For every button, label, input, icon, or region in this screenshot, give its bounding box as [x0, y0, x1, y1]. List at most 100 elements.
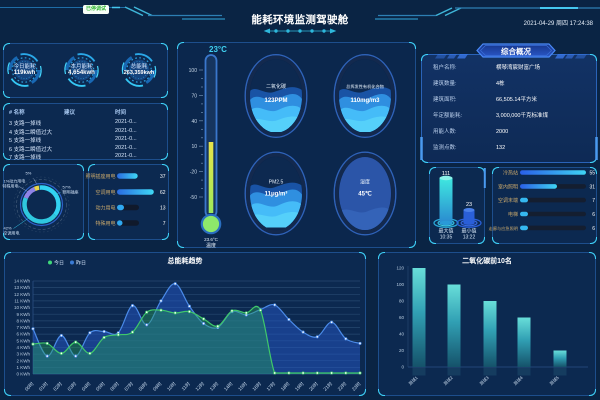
svg-text:测试3: 测试3: [478, 374, 491, 387]
svg-text:10 KWh: 10 KWh: [14, 305, 31, 310]
svg-text:租户名称:: 租户名称:: [433, 63, 457, 71]
svg-text:02时: 02时: [52, 380, 64, 392]
svg-text:10:35: 10:35: [440, 235, 453, 241]
svg-text:0: 0: [401, 365, 404, 370]
svg-text:空调末端: 空调末端: [498, 197, 518, 204]
svg-text:年定额能耗:: 年定额能耗:: [433, 111, 463, 119]
svg-text:5 KWh: 5 KWh: [16, 338, 30, 343]
svg-text:18时: 18时: [279, 380, 291, 392]
svg-text:-50: -50: [190, 195, 197, 201]
svg-text:00时: 00时: [23, 380, 35, 392]
svg-text:57%: 57%: [63, 185, 71, 190]
svg-text:13:22: 13:22: [463, 235, 476, 241]
svg-text:横琴湾宸财富广场: 横琴湾宸财富广场: [496, 63, 541, 71]
svg-text:13时: 13时: [208, 380, 220, 392]
svg-text:特殊用电: 特殊用电: [95, 220, 115, 227]
svg-text:空调用电: 空调用电: [4, 230, 20, 236]
svg-text:9 KWh: 9 KWh: [16, 312, 30, 317]
svg-text:14 KWh: 14 KWh: [14, 279, 31, 284]
svg-text:今日: 今日: [54, 260, 64, 267]
svg-text:14时: 14时: [222, 380, 234, 392]
svg-text:8 KWh: 8 KWh: [16, 319, 30, 324]
svg-text:室内照明: 室内照明: [498, 183, 518, 190]
svg-text:22时: 22时: [336, 380, 348, 392]
svg-text:40: 40: [191, 119, 197, 125]
svg-text:10: 10: [191, 144, 197, 150]
svg-text:测试1: 测试1: [407, 374, 420, 387]
svg-text:最大值: 最大值: [438, 228, 453, 235]
svg-text:建筑数量:: 建筑数量:: [433, 79, 457, 87]
svg-text:6: 6: [592, 226, 595, 232]
svg-text:照明插座: 照明插座: [63, 189, 79, 195]
svg-text:40: 40: [399, 332, 405, 337]
svg-text:45℃: 45℃: [358, 191, 372, 198]
svg-text:监测点数:: 监测点数:: [433, 143, 457, 151]
svg-text:5%: 5%: [26, 171, 32, 176]
svg-text:空调用电: 空调用电: [95, 189, 115, 196]
svg-text:08时: 08时: [137, 380, 149, 392]
svg-text:测试2: 测试2: [442, 374, 455, 387]
svg-text:111: 111: [442, 171, 450, 177]
svg-text:温度: 温度: [206, 242, 216, 249]
svg-text:10时: 10时: [165, 380, 177, 392]
svg-text:13: 13: [160, 206, 166, 212]
svg-text:1%动力用电: 1%动力用电: [4, 178, 26, 184]
svg-text:100: 100: [396, 282, 404, 287]
svg-text:冷热站: 冷热站: [503, 170, 518, 177]
svg-text:-20: -20: [190, 170, 197, 176]
svg-text:20: 20: [399, 348, 405, 353]
svg-text:55: 55: [589, 171, 595, 177]
svg-text:建筑面积:: 建筑面积:: [433, 95, 457, 103]
svg-text:62: 62: [160, 190, 166, 196]
svg-text:7 KWh: 7 KWh: [16, 325, 30, 330]
svg-text:07时: 07时: [123, 380, 135, 392]
svg-text:动力用电: 动力用电: [95, 205, 115, 212]
svg-text:100: 100: [189, 68, 198, 74]
svg-text:80: 80: [399, 299, 405, 304]
svg-text:04时: 04时: [80, 380, 92, 392]
svg-text:PM2.5: PM2.5: [269, 180, 284, 186]
svg-text:60: 60: [399, 315, 405, 320]
svg-text:二氧化碳: 二氧化碳: [266, 83, 286, 90]
svg-text:特殊用电: 特殊用电: [3, 183, 19, 189]
svg-text:11μg/m³: 11μg/m³: [265, 191, 288, 198]
svg-text:走廊与应急照明: 走廊与应急照明: [489, 225, 518, 232]
svg-text:20时: 20时: [308, 380, 320, 392]
svg-text:用能人数:: 用能人数:: [433, 127, 457, 135]
svg-text:昨日: 昨日: [76, 260, 86, 267]
svg-text:12 KWh: 12 KWh: [14, 292, 31, 297]
svg-text:23.6°C: 23.6°C: [204, 237, 219, 242]
svg-text:23时: 23时: [350, 380, 362, 392]
svg-text:15时: 15时: [237, 380, 249, 392]
svg-text:06时: 06时: [109, 380, 121, 392]
svg-text:23: 23: [466, 202, 472, 208]
svg-text:03时: 03时: [66, 380, 78, 392]
svg-text:7: 7: [163, 221, 166, 227]
svg-text:70: 70: [191, 93, 197, 99]
svg-text:总挥发性有机化合物: 总挥发性有机化合物: [346, 83, 384, 90]
svg-text:4 KWh: 4 KWh: [16, 345, 30, 350]
svg-text:05时: 05时: [94, 380, 106, 392]
svg-text:照明插座用电: 照明插座用电: [85, 173, 115, 180]
svg-text:01时: 01时: [37, 380, 49, 392]
svg-text:1 KWh: 1 KWh: [16, 365, 30, 370]
svg-text:17时: 17时: [265, 380, 277, 392]
svg-text:123PPM: 123PPM: [264, 98, 287, 104]
svg-text:0 KWh: 0 KWh: [16, 372, 30, 377]
svg-text:3,000,000千克标准煤: 3,000,000千克标准煤: [496, 111, 548, 119]
svg-text:16时: 16时: [251, 380, 263, 392]
svg-text:132: 132: [496, 145, 505, 151]
svg-text:6: 6: [592, 212, 595, 218]
svg-text:7: 7: [592, 198, 595, 204]
svg-text:120: 120: [396, 266, 404, 271]
svg-text:42%: 42%: [4, 226, 12, 231]
svg-text:湿度: 湿度: [360, 179, 370, 186]
svg-text:66,505.14平方米: 66,505.14平方米: [496, 95, 537, 103]
svg-text:2000: 2000: [496, 129, 508, 135]
svg-text:11 KWh: 11 KWh: [14, 299, 30, 304]
svg-text:19时: 19时: [293, 380, 305, 392]
svg-text:37: 37: [160, 174, 166, 180]
svg-text:12时: 12时: [194, 380, 206, 392]
svg-text:最小值: 最小值: [461, 228, 476, 235]
svg-text:4栋: 4栋: [496, 79, 505, 87]
